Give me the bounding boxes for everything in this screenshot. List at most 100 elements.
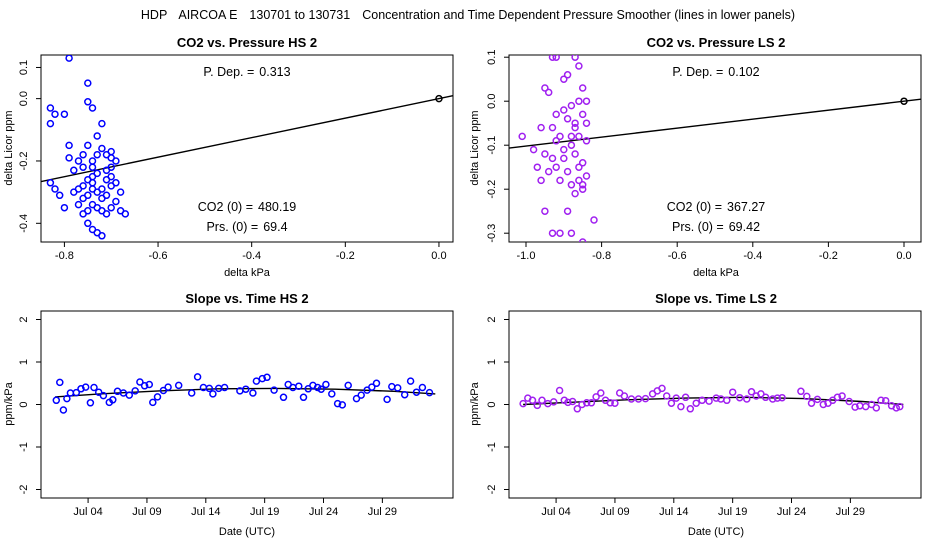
data-point (552, 55, 560, 61)
data-point (72, 388, 81, 397)
data-point (107, 154, 115, 162)
data-point (552, 137, 560, 145)
data-point (620, 392, 629, 400)
data-point (242, 385, 250, 393)
data-point (65, 154, 73, 162)
data-point (84, 175, 92, 184)
data-point (797, 387, 805, 396)
data-point (541, 207, 549, 215)
data-point (533, 401, 542, 410)
data-point (66, 389, 75, 397)
data-point (289, 383, 297, 392)
data-point (112, 179, 120, 187)
data-point (295, 382, 303, 390)
data-point (187, 389, 196, 397)
data-point (46, 104, 55, 112)
data-point (567, 229, 576, 237)
data-point (74, 157, 83, 165)
data-point (582, 97, 591, 105)
data-point (164, 383, 172, 391)
data-point (79, 210, 87, 218)
x-tick-label: 0.0 (431, 250, 446, 262)
x-axis-label: Date (UTC) (219, 526, 275, 538)
y-tick-label: 0 (486, 401, 498, 407)
data-point (193, 373, 202, 381)
x-tick-label: Jul 04 (73, 506, 102, 518)
plot-frame (508, 54, 922, 243)
x-axis-label: Date (UTC) (688, 526, 744, 538)
data-point (52, 396, 61, 405)
data-point (773, 394, 782, 402)
y-tick-label: 0.1 (18, 60, 30, 75)
data-point (537, 176, 545, 185)
chart-marks: -0.8 -0.6 -0.4 -0.2 0.0 -0.4 -0.2 0.0 0.1 (18, 55, 453, 262)
data-point (563, 207, 572, 215)
y-tick-label: -2 (18, 485, 30, 495)
y-tick-label: 2 (486, 316, 498, 322)
data-point (747, 388, 756, 396)
data-point (735, 393, 744, 402)
data-point (46, 179, 55, 187)
data-point (98, 232, 106, 240)
y-tick-label: 2 (18, 316, 30, 322)
data-point (564, 398, 572, 407)
data-point (140, 382, 149, 390)
y-axis-label: ppm/kPa (469, 381, 481, 425)
suptitle-site: HDP (141, 8, 167, 22)
plot-area (519, 384, 904, 413)
chart-marks: -1.0 -0.8 -0.6 -0.4 -0.2 0.0 -0.3 -0.2 -0.1 0.0 0.… (486, 50, 921, 262)
data-point (60, 203, 69, 212)
data-point (578, 159, 587, 167)
data-point (145, 380, 154, 389)
chart-marks: Jul 04 Jul 09 Jul 14 Jul 19 Jul 24 Jul 29 -2 -1… (18, 316, 436, 518)
data-point (567, 101, 576, 110)
data-point (70, 166, 78, 175)
data-point (851, 403, 859, 411)
x-tick-label: Jul 04 (541, 506, 570, 518)
data-point (896, 402, 904, 411)
data-point (209, 390, 217, 398)
data-point (672, 394, 680, 402)
data-point (93, 132, 101, 140)
data-point (93, 150, 101, 159)
data-point (328, 390, 336, 398)
data-point (667, 399, 676, 407)
data-point (393, 384, 402, 392)
data-point (578, 84, 587, 92)
data-point (698, 396, 706, 405)
anchor-point (900, 97, 908, 105)
data-point (692, 399, 700, 407)
x-tick-label: Jul 19 (718, 506, 747, 518)
x-tick-label: Jul 24 (309, 506, 338, 518)
data-point (582, 137, 591, 145)
annotation-co2-0: CO2 (0) = 480.19 (198, 200, 297, 214)
x-tick-label: Jul 14 (659, 506, 688, 518)
suptitle-project: AIRCOA E (178, 8, 237, 22)
y-tick-label: 0 (18, 401, 30, 407)
data-point (88, 163, 97, 171)
x-tick-label: -0.6 (149, 250, 168, 262)
data-point (94, 388, 103, 396)
data-point (541, 84, 549, 92)
data-point (263, 373, 271, 382)
panel-slope-vs-time-ls: Slope vs. Time LS 2 Jul 04 Jul 09 Jul 14 Ju… (469, 291, 922, 538)
x-axis-label: delta kPa (224, 267, 271, 279)
data-point (597, 389, 605, 397)
data-point (102, 166, 111, 175)
suptitle-desc: Concentration and Time Dependent Pressur… (362, 8, 795, 22)
x-tick-label: Jul 29 (368, 506, 397, 518)
data-point (519, 399, 527, 408)
plot-area (509, 55, 921, 242)
data-point (578, 238, 587, 242)
data-point (778, 393, 786, 402)
y-tick-label: -1 (486, 442, 498, 452)
data-point (63, 394, 71, 403)
x-tick-label: Jul 19 (250, 506, 279, 518)
data-point (518, 132, 526, 141)
suptitle: HDP AIRCOA E 130701 to 130731 Concentration… (141, 8, 795, 22)
data-point (59, 406, 68, 414)
data-point (317, 385, 325, 393)
y-tick-label: -0.2 (486, 180, 498, 199)
data-point (571, 150, 579, 158)
